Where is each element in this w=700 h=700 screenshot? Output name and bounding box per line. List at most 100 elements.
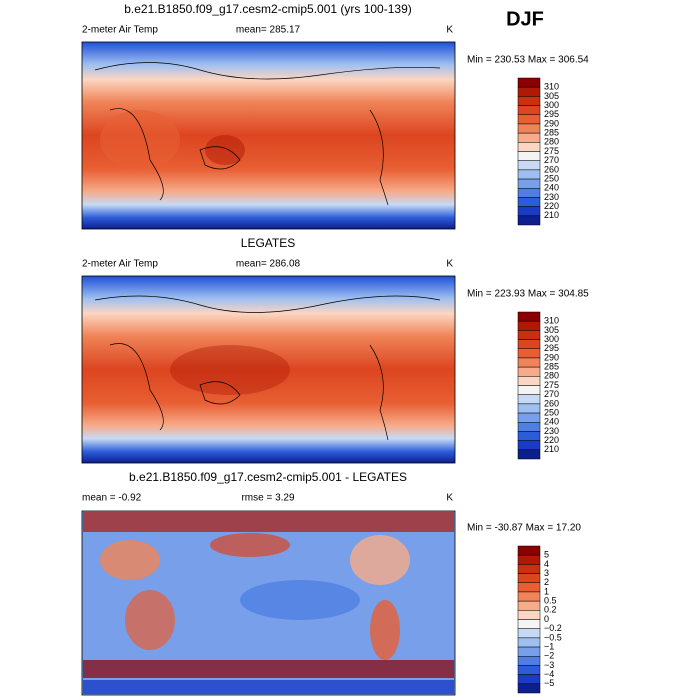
colorbar-label: 280 (544, 371, 559, 381)
colorbar-label: 270 (544, 155, 559, 165)
colorbar-label: 250 (544, 173, 559, 183)
colorbar-label: 2 (544, 577, 549, 587)
colorbar-box (517, 431, 541, 441)
panel-title: b.e21.B1850.f09_g17.cesm2-cmip5.001 (yrs… (124, 2, 412, 16)
colorbar-label: 260 (544, 164, 559, 174)
colorbar-box (517, 311, 541, 322)
colorbar-label: 295 (544, 343, 559, 353)
colorbar-label: 300 (544, 100, 559, 110)
colorbar-box (517, 188, 541, 198)
colorbar-box (517, 422, 541, 432)
colorbar-label: 310 (544, 316, 559, 326)
colorbar-label: −0.2 (544, 623, 562, 633)
colorbar-label: 210 (544, 444, 559, 454)
colorbar-box (517, 646, 541, 657)
variable-label: 2-meter Air Temp (82, 259, 158, 270)
mean-label: mean= 286.08 (236, 259, 301, 270)
colorbar-box (517, 197, 541, 207)
colorbar-box (517, 582, 541, 593)
colorbar-box (517, 600, 541, 611)
colorbar-box (517, 665, 541, 675)
colorbar-label: 285 (544, 128, 559, 138)
colorbar-box (517, 86, 541, 97)
map (81, 510, 456, 696)
colorbar-label: −5 (544, 678, 554, 688)
colorbar-label: 220 (544, 435, 559, 445)
colorbar-box (517, 628, 541, 639)
colorbar-label: −4 (544, 669, 554, 679)
colorbar-label: 300 (544, 334, 559, 344)
colorbar-label: 280 (544, 137, 559, 147)
colorbar-label: 270 (544, 389, 559, 399)
colorbar-label: 260 (544, 398, 559, 408)
colorbar-box (517, 320, 541, 331)
map (81, 275, 456, 464)
colorbar-box (517, 330, 541, 340)
colorbar-box (517, 160, 541, 171)
colorbar-label: 275 (544, 146, 559, 156)
panel-title: b.e21.B1850.f09_g17.cesm2-cmip5.001 - LE… (129, 470, 407, 484)
colorbar-box (517, 348, 541, 359)
colorbar-box (517, 449, 541, 460)
colorbar-box (517, 440, 541, 451)
colorbar-label: 220 (544, 201, 559, 211)
colorbar-box (517, 96, 541, 106)
colorbar-label: 250 (544, 407, 559, 417)
colorbar-label: 0.2 (544, 605, 557, 615)
colorbar-box (517, 683, 541, 694)
colorbar-box (517, 637, 541, 648)
colorbar-label: 1 (544, 586, 549, 596)
stats-label: Min = 223.93 Max = 304.85 (467, 289, 589, 300)
stats-label: Min = -30.87 Max = 17.20 (467, 523, 581, 534)
colorbar-label: 4 (544, 559, 549, 569)
colorbar-box (517, 619, 541, 629)
units-label: K (446, 25, 453, 36)
colorbar-box (517, 674, 541, 685)
colorbar-box (517, 385, 541, 395)
colorbar-box (517, 215, 541, 226)
colorbar-label: 310 (544, 82, 559, 92)
colorbar-label: −0.5 (544, 632, 562, 642)
colorbar-label: 0 (544, 614, 549, 624)
colorbar-box (517, 394, 541, 405)
variable-label: 2-meter Air Temp (82, 25, 158, 36)
colorbar-box (517, 142, 541, 152)
colorbar-box (517, 339, 541, 349)
colorbar-label: 3 (544, 568, 549, 578)
colorbar-label: 240 (544, 183, 559, 193)
colorbar-label: 210 (544, 210, 559, 220)
colorbar-label: 290 (544, 118, 559, 128)
colorbar-label: 305 (544, 91, 559, 101)
colorbar-label: 295 (544, 109, 559, 119)
colorbar-label: 230 (544, 192, 559, 202)
colorbar-box (517, 376, 541, 386)
colorbar-label: 290 (544, 352, 559, 362)
colorbar-box (517, 132, 541, 143)
colorbar-label: 275 (544, 380, 559, 390)
colorbar-box (517, 123, 541, 134)
colorbar-box (517, 403, 541, 414)
colorbar-box (517, 105, 541, 115)
colorbar-box (517, 573, 541, 583)
colorbar-label: −2 (544, 651, 554, 661)
colorbar-box (517, 77, 541, 88)
colorbar-label: 0.5 (544, 596, 557, 606)
colorbar-box (517, 656, 541, 666)
colorbar-label: 305 (544, 325, 559, 335)
colorbar-label: 285 (544, 362, 559, 372)
stats-label: Min = 230.53 Max = 306.54 (467, 55, 589, 66)
colorbar-box (517, 206, 541, 217)
colorbar-box (517, 554, 541, 565)
units-label: K (446, 259, 453, 270)
mean-label: mean= 285.17 (236, 25, 301, 36)
season-label: DJF (506, 8, 544, 30)
colorbar-label: 240 (544, 417, 559, 427)
colorbar-label: −3 (544, 660, 554, 670)
panel-title: LEGATES (241, 236, 295, 250)
colorbar-box (517, 610, 541, 620)
colorbar-box (517, 114, 541, 125)
variable-label: mean = -0.92 (82, 493, 142, 504)
mean-label: rmse = 3.29 (241, 493, 295, 504)
colorbar-box (517, 412, 541, 423)
